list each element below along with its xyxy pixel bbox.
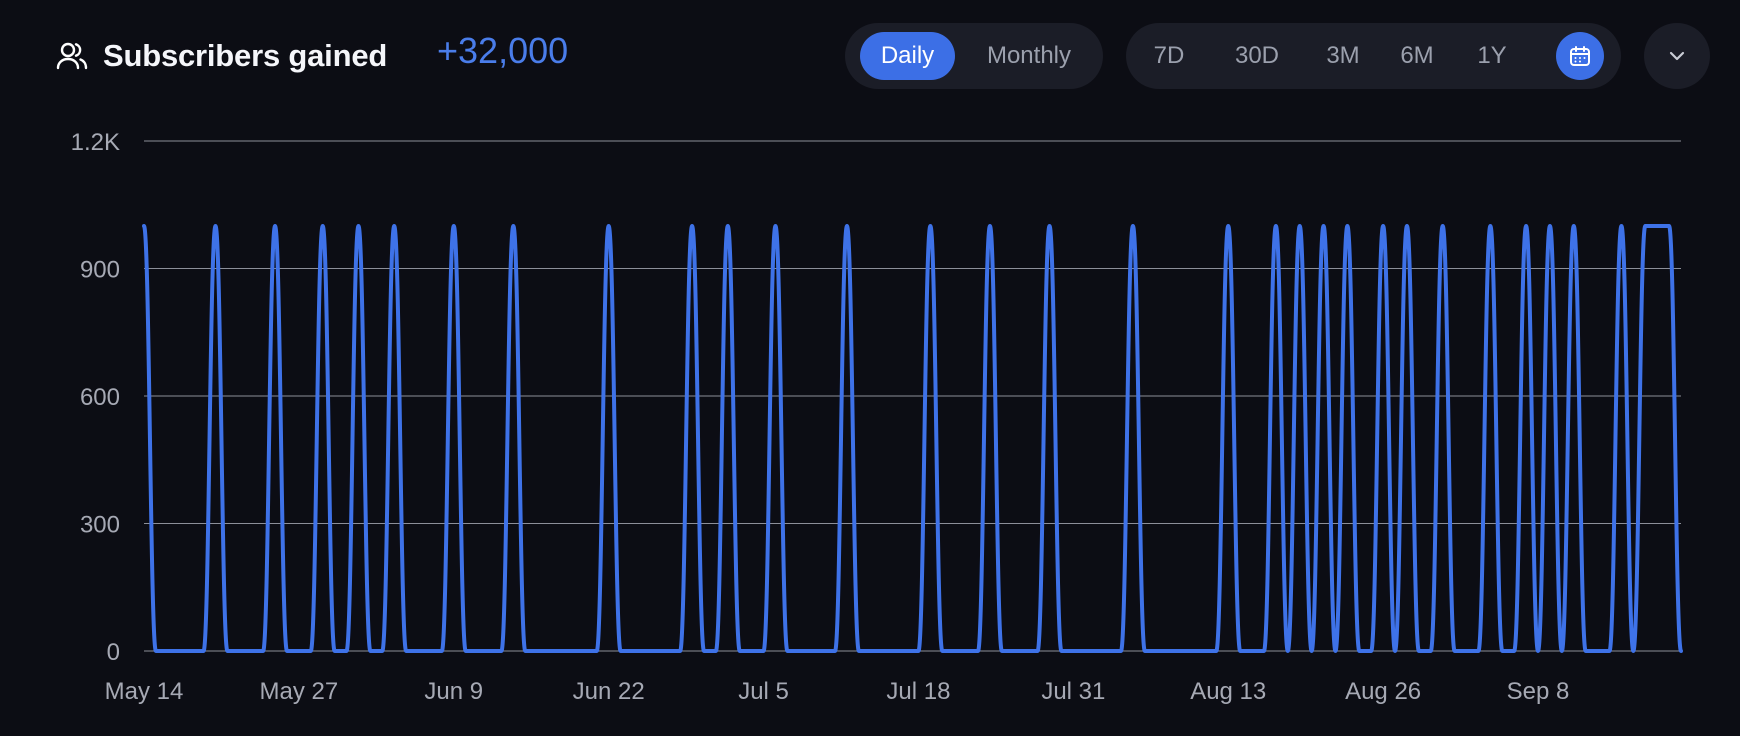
- chart-title: Subscribers gained: [103, 38, 388, 73]
- chevron-down-icon: [1669, 51, 1685, 61]
- range-30d-button[interactable]: 30D: [1234, 42, 1280, 69]
- range-7d-button[interactable]: 7D: [1153, 42, 1185, 69]
- x-tick-label: Aug 13: [1190, 678, 1266, 705]
- daily-button[interactable]: Daily: [860, 32, 955, 80]
- y-tick-label: 900: [80, 257, 120, 284]
- y-tick-label: 600: [80, 384, 120, 411]
- subscribers-line-chart: 0 300 600 900 1.2K May 14 May 27 Jun 9 Jun 22 Ju…: [71, 129, 1683, 705]
- x-tick-label: Sep 8: [1507, 678, 1570, 705]
- x-tick-label: Jun 22: [573, 678, 645, 705]
- range-3m-button[interactable]: 3M: [1326, 42, 1360, 69]
- y-axis-ticks: 0 300 600 900 1.2K: [71, 129, 120, 666]
- monthly-button[interactable]: Monthly: [986, 42, 1072, 69]
- y-tick-label: 1.2K: [71, 129, 120, 156]
- period-toggle: Daily Monthly: [845, 23, 1103, 89]
- x-tick-label: Jul 5: [738, 678, 789, 705]
- range-1y-button[interactable]: 1Y: [1477, 42, 1507, 69]
- total-gained-value: +32,000: [437, 30, 569, 71]
- title-group: Subscribers gained: [56, 34, 387, 78]
- x-tick-label: Aug 26: [1345, 678, 1421, 705]
- x-tick-label: Jul 31: [1041, 678, 1105, 705]
- series-line: [142, 224, 1683, 654]
- users-icon: [56, 42, 88, 70]
- x-tick-label: Jun 9: [424, 678, 483, 705]
- x-tick-label: Jul 18: [886, 678, 950, 705]
- calendar-button[interactable]: [1556, 32, 1604, 80]
- calendar-icon: [1570, 46, 1590, 66]
- x-tick-label: May 14: [105, 678, 184, 705]
- range-6m-button[interactable]: 6M: [1400, 42, 1434, 69]
- options-dropdown-button[interactable]: [1644, 23, 1710, 89]
- range-toggle: 7D 30D 3M 6M 1Y: [1126, 23, 1621, 89]
- chart-header: Subscribers gained +32,000 Daily Monthly…: [0, 0, 1740, 115]
- series-group: [142, 224, 1683, 654]
- x-axis-ticks: May 14 May 27 Jun 9 Jun 22 Jul 5 Jul 18 Jul 31…: [105, 678, 1570, 705]
- y-tick-label: 0: [107, 639, 120, 666]
- y-tick-label: 300: [80, 512, 120, 539]
- x-tick-label: May 27: [260, 678, 339, 705]
